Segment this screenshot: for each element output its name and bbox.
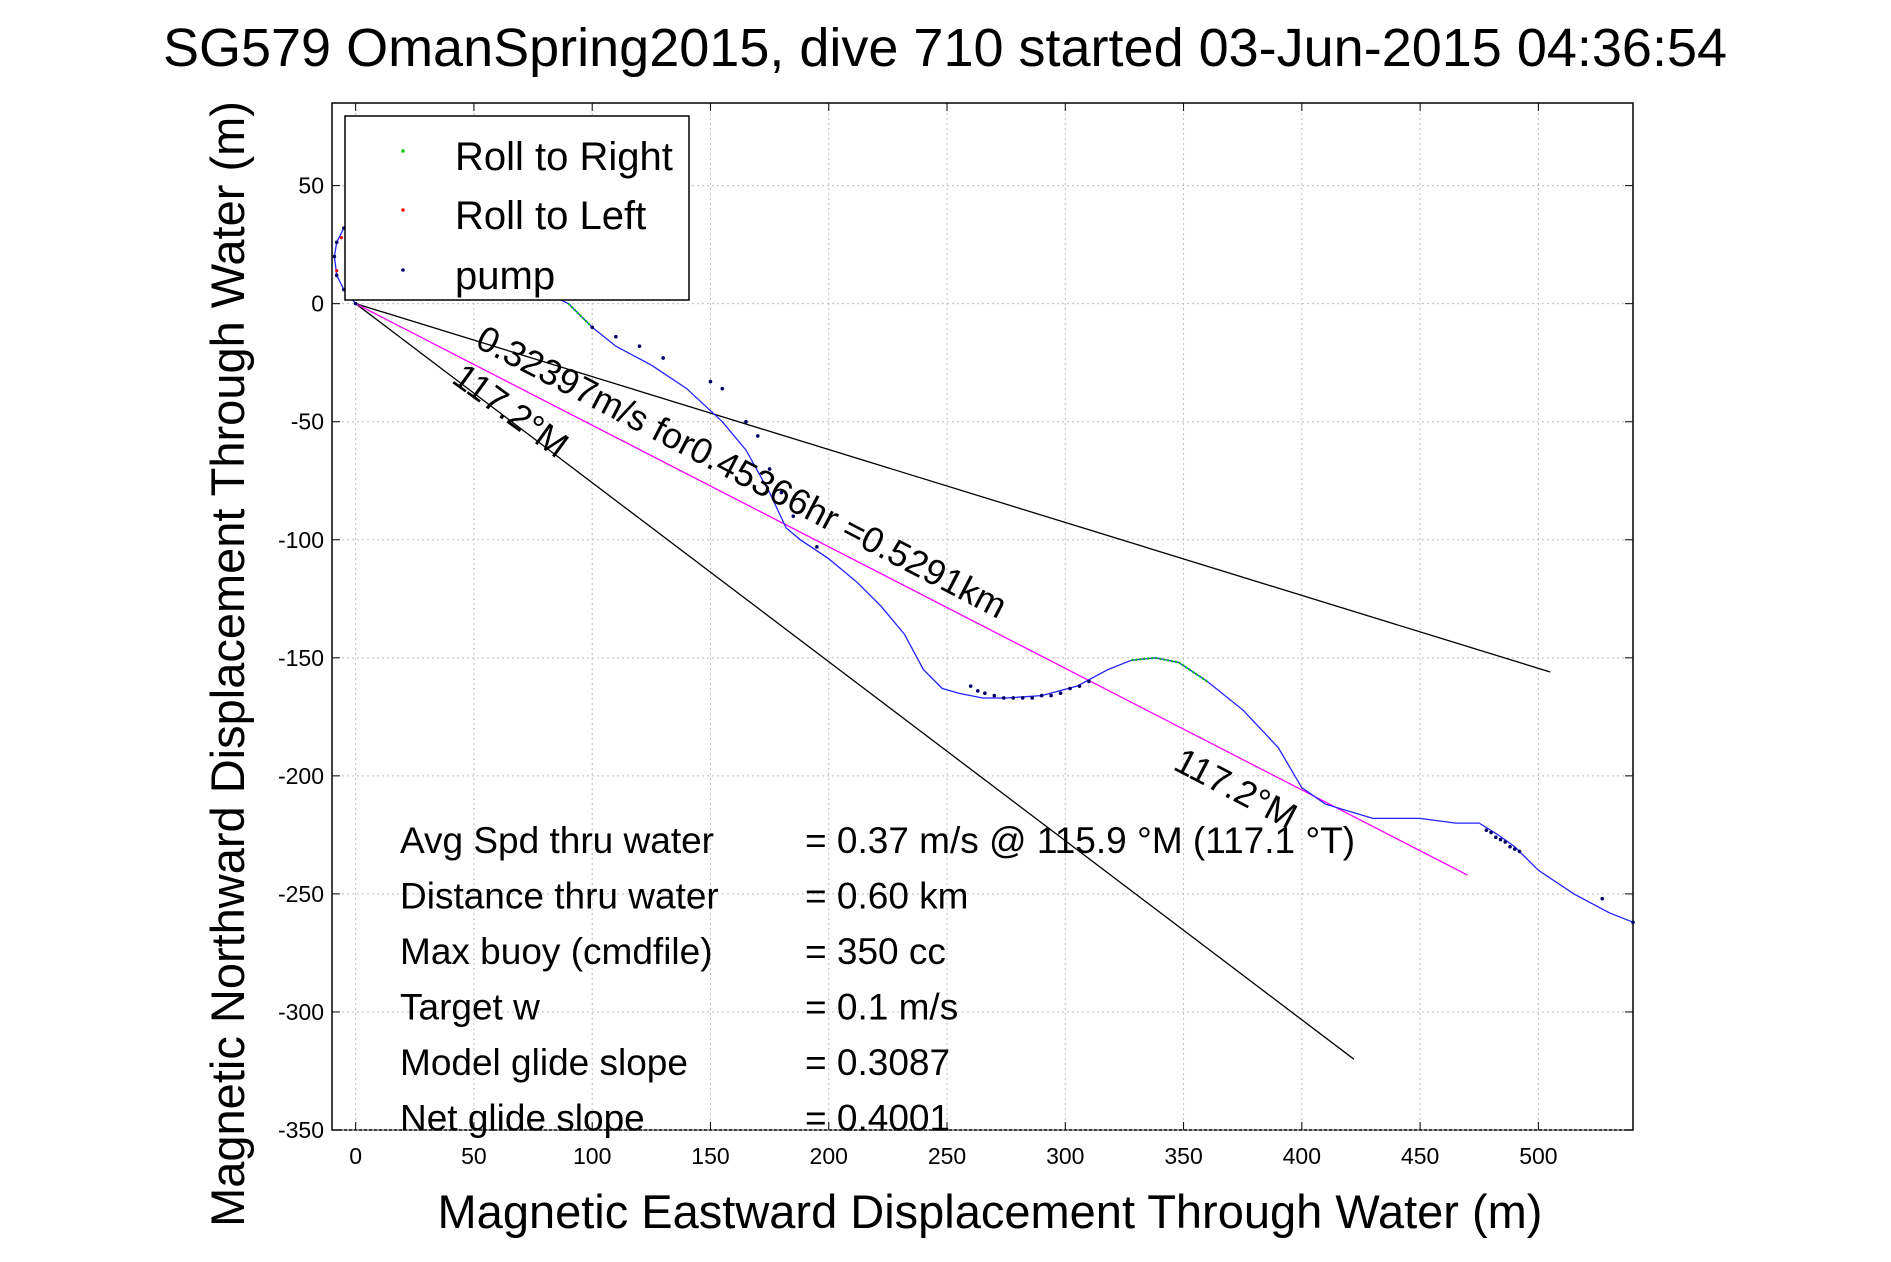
pump-marker <box>1068 686 1072 691</box>
pump-marker <box>815 545 819 549</box>
roll-left-marker <box>335 269 339 273</box>
legend-marker-roll-right <box>401 149 405 153</box>
x-axis-ticks: 0 50 100 150 200 250 300 350 400 450 500 <box>349 103 1558 1169</box>
pump-marker <box>1517 849 1522 854</box>
y-tick-label: -150 <box>278 645 324 671</box>
pump-marker <box>1512 847 1517 851</box>
pump-marker <box>637 344 642 348</box>
roll-right-segment <box>1131 656 1208 683</box>
x-tick-label: 250 <box>928 1143 966 1169</box>
pump-marker <box>708 379 713 384</box>
pump-marker <box>1058 691 1063 696</box>
summary-label: Max buoy (cmdfile) <box>400 931 713 972</box>
legend-marker-roll-left <box>401 208 405 212</box>
pump-marker <box>1001 696 1006 700</box>
pump-marker <box>755 434 760 438</box>
pump-marker <box>992 693 997 698</box>
y-tick-label: 50 <box>298 173 324 199</box>
legend-label-roll-right: Roll to Right <box>455 135 673 179</box>
y-tick-label: -300 <box>278 999 324 1025</box>
line-upper <box>355 303 1551 673</box>
legend: Roll to Right Roll to Left pump <box>344 115 690 301</box>
x-tick-label: 450 <box>1401 1143 1439 1169</box>
pump-marker <box>1498 837 1503 842</box>
y-axis-ticks: 50 0 -50 -100 -150 -200 -250 -300 -350 <box>278 173 1633 1143</box>
pump-marker <box>334 273 339 278</box>
pump-marker <box>1087 679 1091 684</box>
pump-marker <box>1484 828 1489 832</box>
line-current <box>355 303 1468 876</box>
summary-label: Net glide slope <box>400 1098 645 1139</box>
pump-marker <box>1077 684 1082 688</box>
y-tick-label: -100 <box>278 527 324 553</box>
summary-label: Target w <box>400 987 540 1028</box>
pump-marker <box>720 386 725 391</box>
pump-marker <box>1600 896 1605 901</box>
pump-marker <box>334 240 339 245</box>
summary-value: = 0.3087 <box>805 1042 950 1083</box>
pump-marker <box>1030 696 1034 700</box>
x-tick-label: 400 <box>1283 1143 1321 1169</box>
roll-left-marker <box>339 235 344 240</box>
pump-marker <box>661 356 665 360</box>
x-tick-label: 300 <box>1046 1143 1084 1169</box>
legend-label-roll-left: Roll to Left <box>455 194 646 238</box>
grid <box>332 103 1633 1131</box>
pump-marker <box>779 490 784 495</box>
pump-marker <box>1631 920 1635 925</box>
x-tick-label: 50 <box>461 1143 487 1169</box>
y-tick-label: -350 <box>278 1117 324 1143</box>
summary-label: Distance thru water <box>400 876 719 917</box>
pump-marker <box>353 301 358 306</box>
pump-marker <box>1020 696 1025 700</box>
x-tick-label: 150 <box>691 1143 729 1169</box>
pump-marker <box>1039 693 1044 698</box>
pump-marker <box>983 691 987 696</box>
x-tick-label: 200 <box>810 1143 848 1169</box>
y-tick-label: 0 <box>311 291 324 317</box>
y-tick-label: -250 <box>278 881 324 907</box>
line-lower <box>355 303 1355 1060</box>
x-tick-label: 350 <box>1164 1143 1202 1169</box>
summary-label: Model glide slope <box>400 1042 688 1083</box>
x-tick-label: 100 <box>573 1143 611 1169</box>
summary-value: = 0.60 km <box>805 876 969 917</box>
legend-label-pump: pump <box>455 254 555 298</box>
pump-marker <box>614 334 618 339</box>
y-tick-label: -200 <box>278 763 324 789</box>
x-tick-label: 0 <box>349 1143 362 1169</box>
summary-value: = 0.4001 <box>805 1098 950 1139</box>
roll-right-segment <box>567 302 593 329</box>
pump-marker <box>1049 693 1053 698</box>
pump-marker <box>1508 844 1512 849</box>
chart-title: SG579 OmanSpring2015, dive 710 started 0… <box>163 18 1727 78</box>
x-axis-label: Magnetic Eastward Displacement Through W… <box>438 1185 1543 1238</box>
summary-value: = 0.1 m/s <box>805 987 958 1028</box>
legend-marker-pump <box>401 268 405 272</box>
pump-marker <box>332 254 337 259</box>
pump-marker <box>968 684 973 688</box>
y-axis-label: Magnetic Northward Displacement Through … <box>201 101 254 1227</box>
pump-marker <box>767 467 772 471</box>
pump-marker <box>975 689 980 693</box>
pump-marker <box>1011 696 1016 700</box>
pump-marker <box>1489 830 1493 835</box>
reference-lines <box>355 303 1551 1060</box>
summary-label: Avg Spd thru water <box>400 820 714 861</box>
y-tick-label: -50 <box>291 409 324 435</box>
pump-marker <box>1503 840 1508 844</box>
pump-marker <box>590 325 594 330</box>
x-tick-label: 500 <box>1519 1143 1557 1169</box>
summary-value: = 0.37 m/s @ 115.9 °M (117.1 °T) <box>805 820 1355 861</box>
summary-text: Avg Spd thru water = 0.37 m/s @ 115.9 °M … <box>400 820 1355 1139</box>
pump-marker <box>1494 835 1498 840</box>
pump-marker <box>791 514 796 518</box>
pump-marker <box>744 419 748 424</box>
summary-value: = 350 cc <box>805 931 946 972</box>
